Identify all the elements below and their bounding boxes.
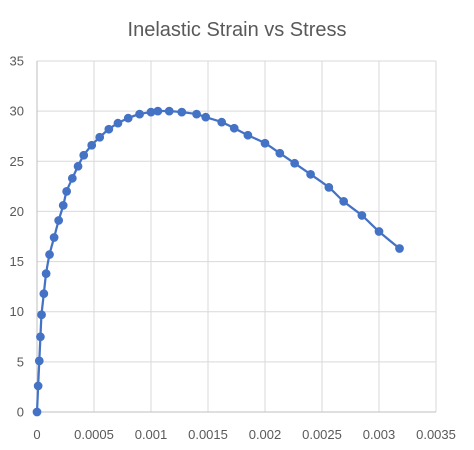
x-tick-label: 0.0005 bbox=[74, 427, 114, 442]
data-point bbox=[34, 356, 44, 366]
data-point bbox=[290, 158, 300, 168]
data-point bbox=[229, 123, 239, 133]
data-point bbox=[192, 109, 201, 119]
data-point bbox=[217, 117, 227, 127]
data-point bbox=[374, 227, 384, 236]
y-tick-label: 0 bbox=[17, 405, 24, 420]
data-point bbox=[58, 201, 68, 210]
data-point bbox=[67, 173, 77, 183]
data-point bbox=[54, 216, 64, 225]
data-point bbox=[113, 118, 123, 128]
data-point bbox=[39, 289, 49, 299]
data-point bbox=[177, 107, 187, 117]
data-point bbox=[33, 381, 43, 391]
data-point bbox=[37, 310, 46, 320]
data-point bbox=[260, 138, 270, 148]
data-point bbox=[135, 109, 144, 119]
data-point bbox=[324, 182, 334, 192]
data-point bbox=[45, 250, 54, 259]
data-point bbox=[123, 113, 133, 123]
data-point bbox=[357, 211, 367, 220]
x-tick-label: 0.003 bbox=[363, 427, 396, 442]
data-point bbox=[243, 130, 253, 140]
x-tick-label: 0.0035 bbox=[416, 427, 456, 442]
y-tick-label: 5 bbox=[17, 354, 24, 369]
y-tick-label: 35 bbox=[10, 54, 24, 69]
data-point bbox=[153, 106, 163, 116]
y-tick-label: 20 bbox=[10, 204, 24, 219]
y-tick-label: 30 bbox=[10, 104, 24, 119]
y-tick-label: 25 bbox=[10, 154, 24, 169]
y-tick-label: 15 bbox=[10, 254, 24, 269]
data-point bbox=[201, 112, 211, 122]
chart-title: Inelastic Strain vs Stress bbox=[128, 19, 347, 41]
data-point bbox=[62, 186, 72, 196]
data-point bbox=[339, 197, 349, 206]
data-point bbox=[104, 124, 114, 134]
y-tick-label: 10 bbox=[10, 304, 24, 319]
data-point bbox=[36, 332, 45, 342]
data-point bbox=[79, 150, 89, 160]
x-tick-label: 0.002 bbox=[249, 427, 282, 442]
tick-labels: 0 5 10 15 20 25 30 35 0 0.0005 0.001 0.0015 0.002 0.0… bbox=[10, 54, 456, 443]
data-point bbox=[275, 148, 285, 158]
x-tick-label: 0 bbox=[33, 427, 40, 442]
data-point bbox=[41, 269, 51, 278]
series bbox=[32, 106, 404, 417]
data-point bbox=[95, 132, 105, 142]
data-point bbox=[49, 233, 59, 242]
data-point bbox=[73, 161, 83, 171]
axes bbox=[36, 61, 436, 413]
data-point bbox=[87, 140, 97, 150]
x-tick-label: 0.001 bbox=[135, 427, 168, 442]
x-tick-label: 0.0025 bbox=[302, 427, 342, 442]
x-tick-label: 0.0015 bbox=[188, 427, 228, 442]
data-point bbox=[306, 169, 315, 179]
data-point bbox=[32, 407, 42, 417]
data-point bbox=[164, 106, 174, 116]
data-point bbox=[395, 244, 404, 253]
grid bbox=[37, 60, 437, 412]
